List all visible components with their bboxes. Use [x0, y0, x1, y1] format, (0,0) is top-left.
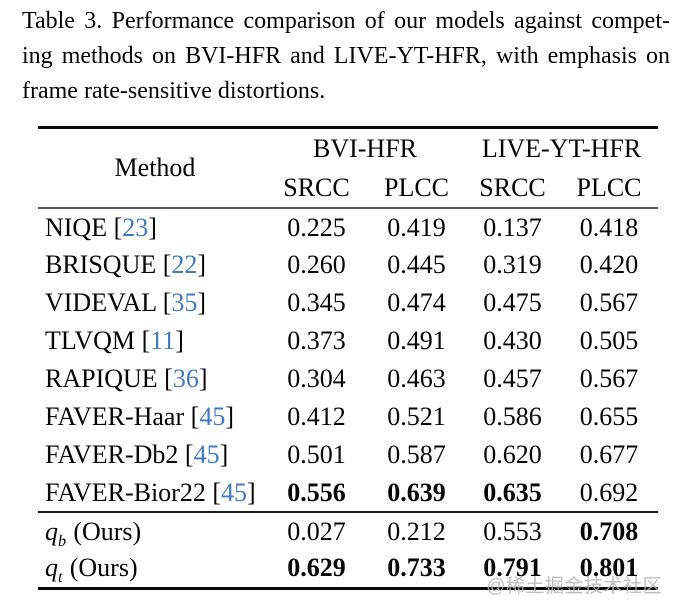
results-table: Method BVI-HFR LIVE-YT-HFR SRCC PLCC SRC…	[38, 126, 659, 590]
column-header-plcc-live: PLCC	[576, 173, 642, 202]
table-row: VIDEVAL [35] 0.345 0.474 0.475 0.567	[38, 284, 658, 322]
metric-value: 0.521	[387, 402, 446, 431]
metric-value: 0.708	[579, 516, 639, 546]
metric-value: 0.463	[387, 364, 446, 393]
watermark: @稀土掘金技术社区	[486, 576, 662, 597]
column-group-bvi-hfr: BVI-HFR	[313, 134, 418, 163]
metric-value: 0.553	[483, 516, 542, 546]
method-name: FAVER-Db2 [45]	[45, 440, 229, 469]
citation-link[interactable]: 35	[171, 288, 198, 317]
column-header-method: Method	[114, 153, 196, 182]
metric-value: 0.419	[387, 212, 446, 242]
ours-label: (Ours)	[73, 516, 142, 546]
header-metric-row: SRCC PLCC SRCC PLCC	[38, 169, 658, 208]
header-group-row: Method BVI-HFR LIVE-YT-HFR	[38, 128, 658, 182]
metric-value: 0.260	[287, 250, 346, 279]
metric-value: 0.677	[579, 440, 639, 469]
citation-link[interactable]: 36	[172, 364, 199, 393]
method-name: FAVER-Bior22 [45]	[45, 477, 256, 507]
method-name: VIDEVAL [35]	[45, 288, 207, 317]
metric-value: 0.501	[287, 440, 346, 469]
column-header-srcc-bvi: SRCC	[283, 173, 350, 202]
metric-value: 0.345	[287, 288, 346, 317]
metric-value: 0.373	[287, 326, 346, 355]
citation-link[interactable]: 23	[122, 212, 149, 242]
table-row: qb (Ours) 0.027 0.212 0.553 0.708	[38, 512, 658, 550]
method-name: NIQE [23]	[45, 212, 157, 242]
method-name: qt (Ours)	[45, 553, 138, 587]
method-name: FAVER-Haar [45]	[45, 402, 234, 431]
method-name: qb (Ours)	[45, 516, 142, 550]
table-row: RAPIQUE [36] 0.304 0.463 0.457 0.567	[38, 360, 658, 398]
table-row: BRISQUE [22] 0.260 0.445 0.319 0.420	[38, 246, 658, 284]
method-name: RAPIQUE [36]	[45, 364, 208, 393]
column-header-plcc-bvi: PLCC	[383, 173, 450, 202]
metric-value: 0.620	[483, 440, 542, 469]
metric-value: 0.212	[387, 516, 446, 546]
metric-value: 0.692	[579, 477, 639, 507]
table-row: NIQE [23] 0.225 0.419 0.137 0.418	[38, 208, 658, 246]
metric-value: 0.801	[579, 553, 639, 583]
table-caption: Table 3. Performance comparison of our m…	[22, 4, 670, 109]
table-row: FAVER-Db2 [45] 0.501 0.587 0.620 0.677	[38, 436, 658, 474]
metric-value: 0.304	[287, 364, 346, 393]
metric-value: 0.586	[483, 402, 542, 431]
metric-value: 0.457	[483, 364, 542, 393]
metric-value: 0.420	[579, 250, 639, 279]
metric-value: 0.587	[387, 440, 446, 469]
ours-label: (Ours)	[69, 553, 138, 583]
table-row: FAVER-Bior22 [45] 0.556 0.639 0.635 0.692	[38, 474, 658, 512]
citation-link[interactable]: 11	[150, 326, 176, 355]
citation-link[interactable]: 45	[193, 440, 220, 469]
metric-value: 0.319	[483, 250, 542, 279]
metric-value: 0.567	[579, 364, 639, 393]
caption-line: frame rate-sensitive distortions.	[22, 78, 326, 104]
column-header-srcc-live: SRCC	[479, 173, 546, 202]
table-row: qt (Ours) 0.629 0.733 0.791 0.801	[38, 550, 658, 588]
column-group-live-yt-hfr: LIVE-YT-HFR	[481, 134, 642, 163]
metric-value: 0.556	[287, 477, 346, 507]
metric-value: 0.655	[579, 402, 639, 431]
method-name: BRISQUE [22]	[45, 250, 207, 279]
citation-link[interactable]: 45	[221, 477, 248, 507]
metric-value: 0.791	[483, 553, 542, 583]
metric-value: 0.491	[387, 326, 446, 355]
citation-link[interactable]: 22	[171, 250, 198, 279]
table-row: FAVER-Haar [45] 0.412 0.521 0.586 0.655	[38, 398, 658, 436]
table-row: TLVQM [11] 0.373 0.491 0.430 0.505	[38, 322, 658, 360]
metric-value: 0.629	[287, 553, 346, 583]
metric-value: 0.445	[387, 250, 446, 279]
metric-value: 0.137	[483, 212, 542, 242]
metric-value: 0.505	[579, 326, 639, 355]
metric-value: 0.474	[387, 288, 446, 317]
citation-link[interactable]: 45	[199, 402, 226, 431]
metric-value: 0.418	[579, 212, 639, 242]
metric-value: 0.225	[287, 212, 346, 242]
ours-section: qb (Ours) 0.027 0.212 0.553 0.708 qt (Ours) 0.62…	[38, 512, 659, 588]
competing-methods-section: NIQE [23] 0.225 0.419 0.137 0.418 BRISQUE [22…	[38, 208, 659, 512]
method-name: TLVQM [11]	[45, 326, 184, 355]
metric-value: 0.027	[287, 516, 346, 546]
metric-value: 0.639	[387, 477, 446, 507]
metric-value: 0.733	[387, 553, 446, 583]
metric-value: 0.475	[483, 288, 542, 317]
caption-line: ing methods on BVI-HFR and LIVE-YT-HFR, …	[22, 43, 670, 69]
metric-value: 0.567	[579, 288, 639, 317]
caption-line: Table 3. Performance comparison of our m…	[22, 8, 670, 34]
metric-value: 0.635	[483, 477, 542, 507]
metric-value: 0.412	[287, 402, 346, 431]
metric-value: 0.430	[483, 326, 542, 355]
